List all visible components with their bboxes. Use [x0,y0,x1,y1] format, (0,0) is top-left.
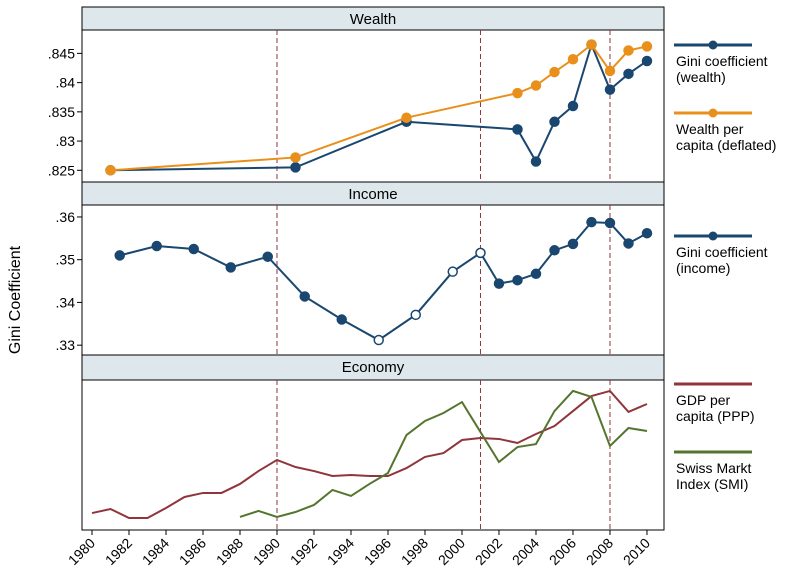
legend-label: Gini coefficient (income) [676,244,768,276]
x-tick-label: 2006 [546,535,579,568]
x-tick-label: 1982 [102,535,135,568]
data-point [604,65,616,77]
data-point [623,45,634,56]
data-point [475,247,486,259]
x-tick-label: 2004 [509,535,542,568]
y-tick-label: .825 [48,162,75,178]
data-point [586,39,597,50]
panel-title: Economy [342,359,405,376]
legend-label: Wealth per capita (deflated) [676,121,776,153]
x-tick-label: 1994 [324,535,357,568]
data-point [530,80,542,91]
data-point [567,100,579,112]
panel-title: Wealth [350,11,396,28]
data-point [567,238,579,250]
data-point [641,55,653,67]
x-tick-label: 1992 [287,535,320,568]
x-tick-label: 1988 [213,535,246,568]
data-point [447,266,458,277]
legend-label: Swiss Markt Index (SMI) [676,460,752,492]
data-point [188,243,199,255]
data-point [290,162,301,173]
data-point [225,262,236,273]
y-tick-label: .83 [56,133,76,149]
y-tick-label: .84 [56,75,76,91]
data-point [299,291,310,302]
plot-area [81,379,665,531]
y-tick-label: .36 [56,209,76,225]
x-tick-label: 1984 [139,535,172,568]
x-tick-label: 1980 [65,535,98,568]
x-tick-label: 2002 [472,535,505,568]
legend-label: GDP per capita (PPP) [676,392,755,424]
data-point [623,68,634,80]
y-axis-label: Gini Coefficient [7,245,24,354]
data-point [549,245,560,256]
legend-label: Gini coefficient (wealth) [676,53,768,85]
data-point [290,152,301,163]
data-point [586,216,597,228]
x-tick-label: 1998 [398,535,431,568]
data-point [373,334,384,346]
x-tick-label: 1996 [361,535,394,568]
data-point [530,268,542,280]
data-point [401,112,412,123]
data-point [549,116,560,128]
data-point [641,227,653,239]
y-tick-label: .845 [48,45,75,61]
panel-title: Income [348,186,397,203]
data-point [512,124,523,135]
legend-marker [708,40,718,50]
x-tick-label: 1990 [250,535,283,568]
header-strip [81,354,665,381]
data-point [604,84,616,95]
data-point [151,240,162,252]
x-tick-label: 2010 [620,535,653,568]
data-point [530,156,542,167]
data-point [105,165,116,176]
x-tick-label: 1986 [176,535,209,568]
data-point [336,314,347,325]
legend-marker [708,231,718,241]
x-tick-label: 2008 [583,535,616,568]
data-point [623,238,634,249]
data-point [493,278,505,289]
data-point [604,217,616,229]
y-tick-label: .835 [48,104,75,120]
y-tick-label: .35 [56,252,76,268]
y-tick-label: .33 [56,337,76,353]
series-line [239,389,648,518]
y-tick-label: .34 [56,294,76,310]
data-point [512,274,523,286]
data-point [410,309,421,321]
data-point [512,87,523,99]
plot-area [81,29,665,183]
plot-area [81,204,665,356]
x-tick-label: 2000 [435,535,468,568]
legend-marker [708,108,718,118]
data-point [114,250,125,261]
data-point [262,251,273,262]
series-line [91,389,648,519]
data-point [641,41,653,52]
data-point [567,53,579,65]
data-point [549,66,560,78]
